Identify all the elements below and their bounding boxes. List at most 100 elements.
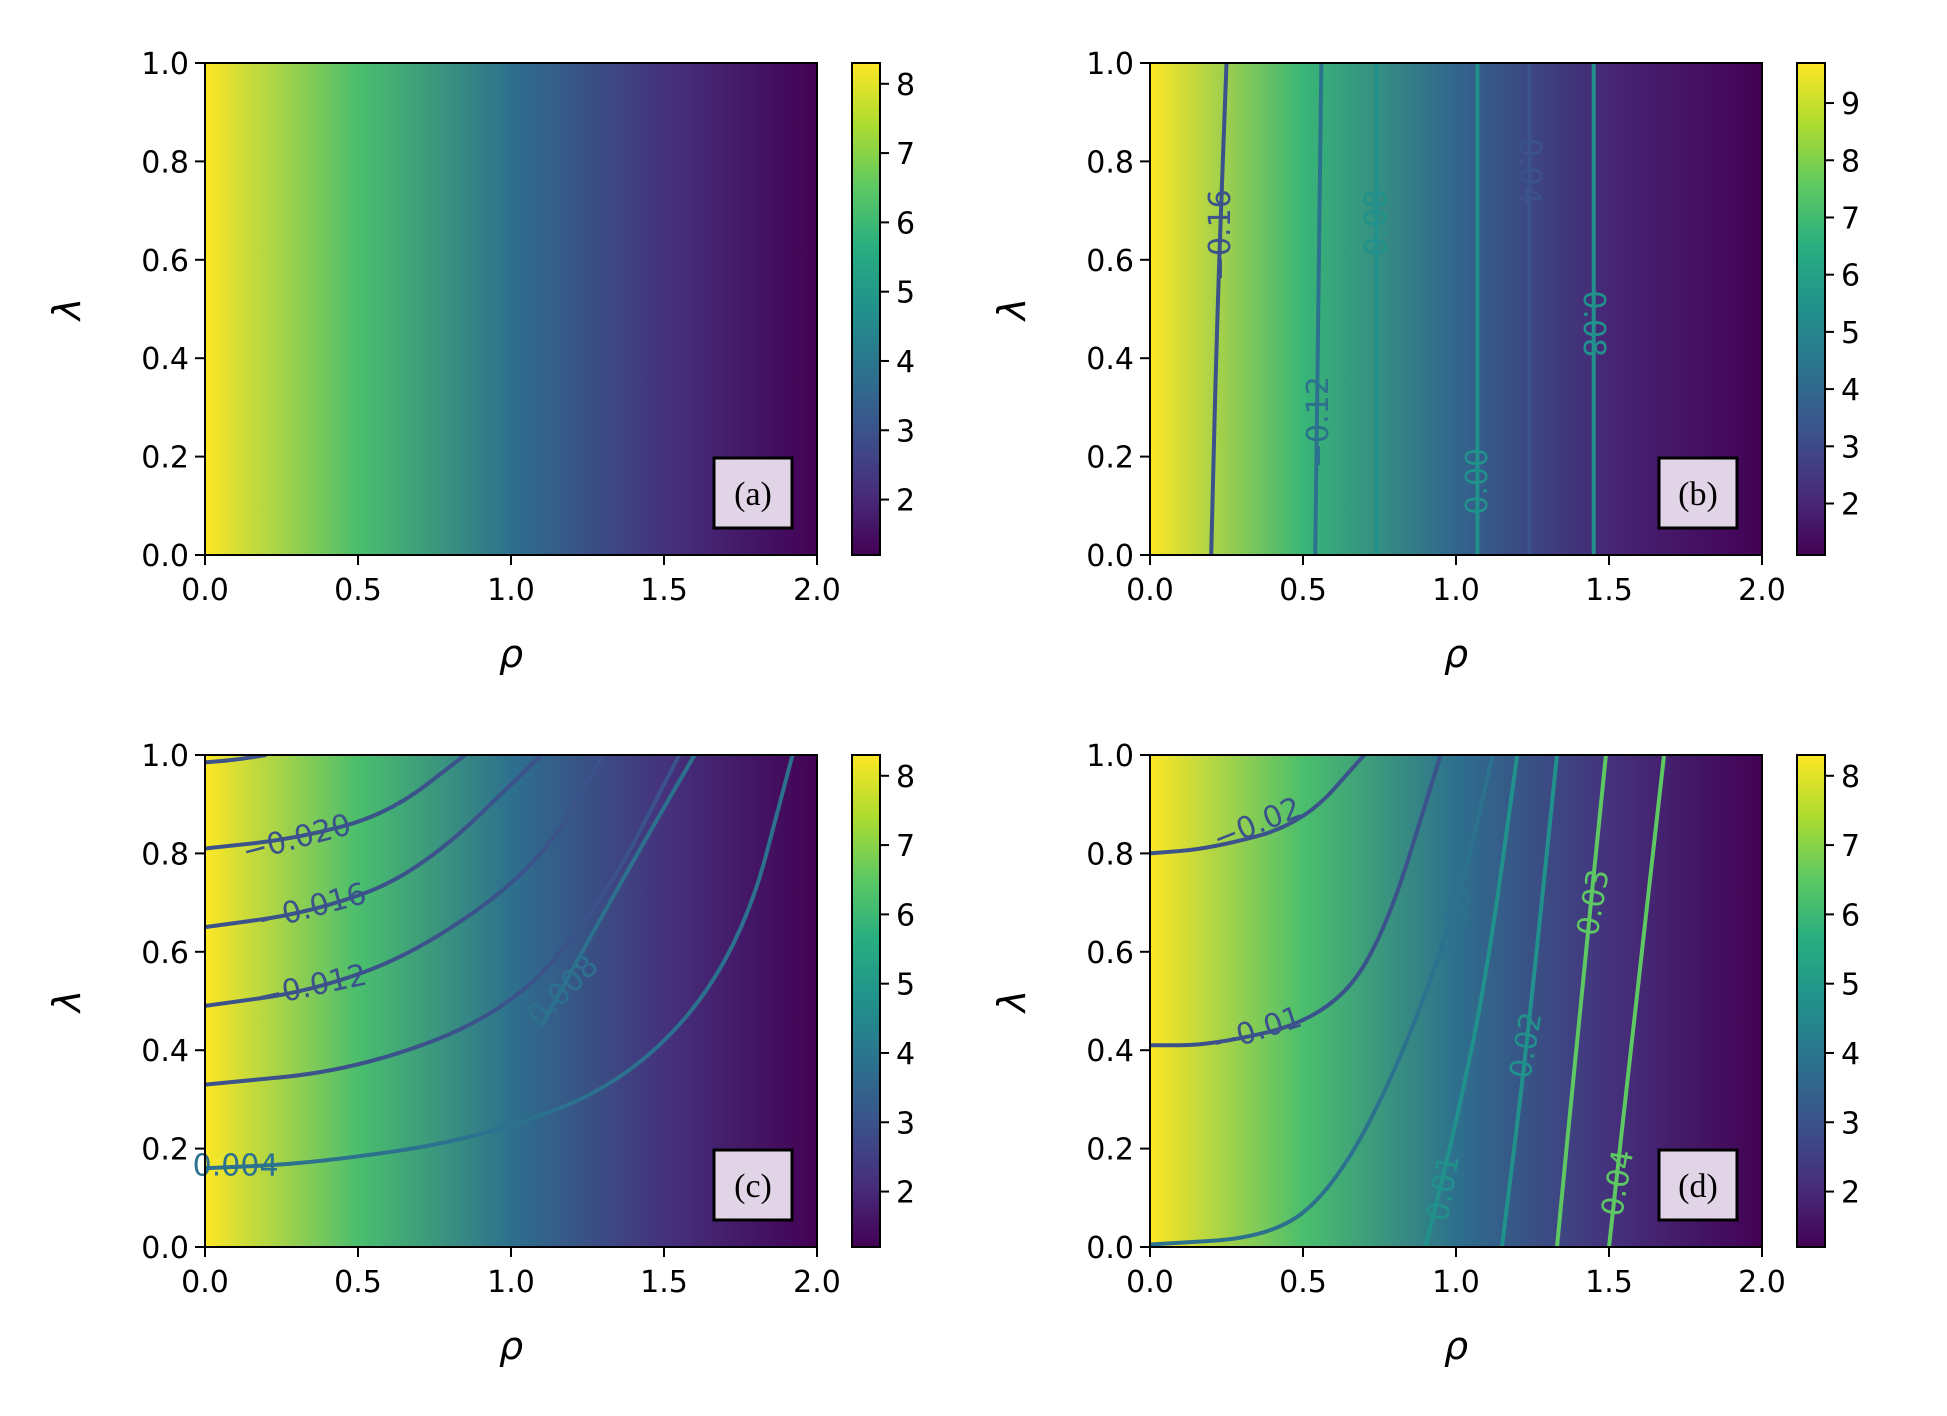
colorbar-tick-label: 5: [1841, 968, 1860, 1003]
x-tick-label: 0.0: [181, 573, 229, 608]
colorbar-tick-label: 8: [1841, 144, 1860, 179]
colorbar-tick-label: 2: [896, 1176, 915, 1211]
colorbar-tick-label: 2: [1841, 1176, 1860, 1211]
y-tick-label: 0.8: [141, 145, 189, 180]
colorbar-tick-label: 7: [896, 829, 915, 864]
colorbar-tick-label: 3: [1841, 430, 1860, 465]
y-tick-label: 0.2: [141, 441, 189, 476]
colorbar-tick-label: 4: [1841, 1037, 1860, 1072]
y-axis-label: λ: [45, 298, 89, 323]
y-tick-label: 0.0: [1086, 1231, 1134, 1266]
panel-4: −0.02−0.010.000.010.020.030.040.0 0.5 1.0 1…: [990, 739, 1860, 1368]
x-tick-label: 1.5: [1585, 1265, 1633, 1300]
x-tick-label: 2.0: [793, 573, 841, 608]
y-tick-label: 0.2: [1086, 441, 1134, 476]
colorbar-tick-label: 3: [896, 414, 915, 449]
colorbar-tick-label: 9: [1841, 87, 1860, 122]
colorbar-tick-label: 6: [896, 898, 915, 933]
colorbar-tick-label: 5: [1841, 316, 1860, 351]
y-tick-label: 0.2: [141, 1133, 189, 1168]
contour-label: −0.12: [1301, 376, 1336, 468]
x-axis-label: ρ: [1444, 1324, 1468, 1368]
y-tick-label: 0.2: [1086, 1133, 1134, 1168]
panel-tag-box: [1657, 1148, 1739, 1222]
contour-line: [1607, 755, 1667, 1247]
contour-line: [1150, 755, 1495, 1247]
x-tick-label: 1.0: [1432, 573, 1480, 608]
y-tick-label: 0.0: [141, 1231, 189, 1266]
y-tick-label: 0.6: [1086, 244, 1134, 279]
y-tick-label: 0.6: [141, 244, 189, 279]
y-tick-label: 1.0: [141, 47, 189, 82]
colorbar-tick-label: 4: [1841, 373, 1860, 408]
y-tick-label: 1.0: [1086, 47, 1134, 82]
y-tick-label: 0.8: [141, 837, 189, 872]
panel-tag: (d): [1678, 1168, 1718, 1205]
colorbar-tick-label: 5: [896, 968, 915, 1003]
x-tick-label: 0.0: [1126, 573, 1174, 608]
y-tick-label: 0.4: [1086, 342, 1134, 377]
colorbar-tick-label: 3: [1841, 1106, 1860, 1141]
contour-label: 0.04: [1512, 138, 1547, 205]
y-tick-label: 0.8: [1086, 837, 1134, 872]
panel-tag: (a): [734, 476, 772, 513]
colorbar: [851, 62, 881, 556]
y-tick-label: 1.0: [1086, 739, 1134, 774]
panel-tag: (b): [1678, 476, 1718, 513]
contour-label: −0.16: [1203, 189, 1238, 281]
y-axis-label: λ: [990, 298, 1034, 323]
colorbar-tick-label: 8: [1841, 760, 1860, 795]
contour-label: 0.004: [193, 1148, 279, 1183]
contour-line: [1423, 755, 1520, 1247]
colorbar-tick-label: 7: [1841, 829, 1860, 864]
colorbar-tick-label: 7: [1841, 201, 1860, 236]
colorbar-tick-label: 6: [1841, 259, 1860, 294]
colorbar-tick-label: 4: [896, 345, 915, 380]
y-tick-label: 0.0: [141, 539, 189, 574]
contour-line: [205, 755, 605, 1008]
contour-line: [205, 755, 543, 930]
y-tick-label: 0.6: [1086, 936, 1134, 971]
colorbar: [1796, 754, 1826, 1248]
x-tick-label: 0.5: [1279, 1265, 1327, 1300]
panel-tag-box: [1657, 456, 1739, 530]
panel-2: −0.16−0.12−0.080.000.040.080.0 0.5 1.0 1.5 2…: [990, 47, 1860, 676]
x-tick-label: 2.0: [793, 1265, 841, 1300]
colorbar-tick-label: 8: [896, 68, 915, 103]
x-tick-label: 1.0: [1432, 1265, 1480, 1300]
contour-line: [205, 755, 467, 851]
x-tick-label: 1.0: [487, 573, 535, 608]
colorbar: [1796, 62, 1826, 556]
colorbar-tick-label: 7: [896, 137, 915, 172]
x-tick-label: 0.5: [334, 573, 382, 608]
y-tick-label: 0.4: [141, 342, 189, 377]
contour-line: [205, 755, 267, 765]
x-tick-label: 0.5: [1279, 573, 1327, 608]
x-tick-label: 0.5: [334, 1265, 382, 1300]
panel-tag-box: [712, 456, 794, 530]
y-axis-label: λ: [990, 990, 1034, 1015]
y-axis-label: λ: [45, 990, 89, 1015]
contour-line: [205, 755, 795, 1171]
contour-label: 0.00: [1460, 448, 1495, 515]
contour-line: [1150, 755, 1443, 1048]
y-tick-label: 0.6: [141, 936, 189, 971]
contour-label: −0.08: [1359, 189, 1394, 281]
contour-label: 0.08: [1576, 290, 1611, 357]
y-tick-label: 0.0: [1086, 539, 1134, 574]
colorbar-tick-label: 6: [1841, 898, 1860, 933]
x-tick-label: 1.5: [640, 1265, 688, 1300]
x-axis-label: ρ: [499, 1324, 523, 1368]
contour-line: [1499, 755, 1559, 1247]
colorbar-tick-label: 8: [896, 760, 915, 795]
colorbar-tick-label: 6: [896, 206, 915, 241]
x-tick-label: 1.0: [487, 1265, 535, 1300]
y-tick-label: 1.0: [141, 739, 189, 774]
panel-tag-box: [712, 1148, 794, 1222]
colorbar-tick-label: 5: [896, 276, 915, 311]
x-tick-label: 0.0: [181, 1265, 229, 1300]
contour-line: [1554, 755, 1608, 1247]
x-axis-label: ρ: [1444, 632, 1468, 676]
y-tick-label: 0.4: [1086, 1034, 1134, 1069]
